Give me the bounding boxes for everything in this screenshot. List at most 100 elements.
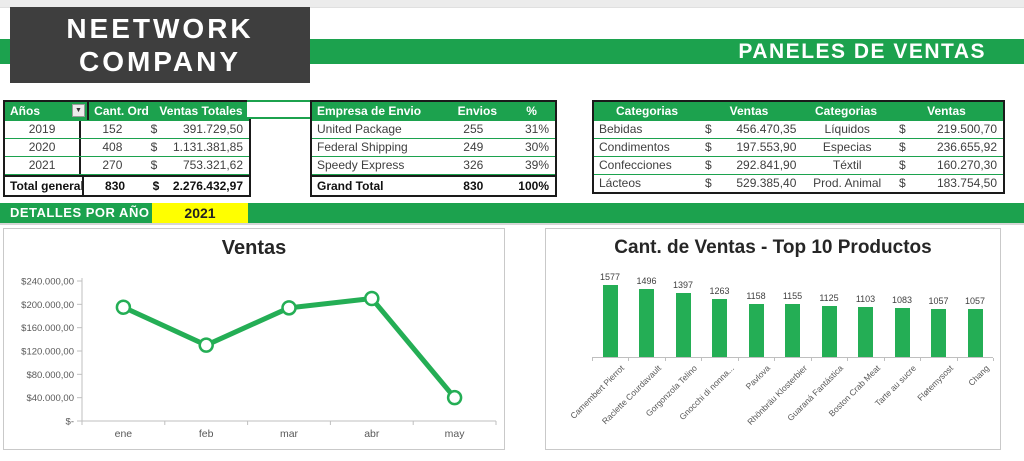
total-sales-cell: $2.276.432,97 [146,177,249,195]
pct-cell: 39% [524,158,549,172]
bar [675,293,691,357]
bar [894,308,910,357]
bar [712,299,727,357]
total-label-cell: Grand Total [317,179,384,193]
bar [858,307,873,357]
x-tick-label: feb [199,428,214,440]
currency-symbol: $ [150,158,158,172]
table-row: Lácteos $529.385,40 Prod. Animal $183.754,5… [594,175,1003,192]
years-table: Años ▼ Cant. Ord Ventas Totales 2019 152 $391.… [3,100,251,197]
y-tick-label: $120.000,00 [21,347,74,358]
company-cell: United Package [317,122,402,136]
currency-symbol: $ [704,176,712,190]
category-cell: Confecciones [599,158,672,172]
currency-symbol: $ [150,122,158,136]
category-cell: Líquidos [824,122,870,136]
line-chart-card: Ventas $240.000,00 $200.000,00 $160.000,00… [3,228,505,450]
amount: 236.655,92 [936,140,997,154]
bar-value-label: 1397 [672,280,694,290]
sales-cell: $183.754,50 [892,175,1003,192]
amount: 391.729,50 [182,122,244,136]
bar [639,289,654,357]
x-tick [883,358,885,361]
company-cell: Speedy Express [317,158,405,172]
amount: 753.321,62 [182,158,244,172]
amount: 292.841,90 [736,158,797,172]
x-axis [591,357,994,358]
amount: 456.470,35 [736,122,797,136]
bar-value-label: 1158 [746,291,766,301]
y-tick-label: $200.000,00 [21,300,74,311]
top-strip [0,0,1024,8]
logo-line1: NEETWORK [66,12,254,44]
year-cell: 2019 [5,121,82,138]
year-cell: 2021 [5,157,82,174]
table-row: 2019 152 $391.729,50 [5,121,249,139]
bar [931,309,946,357]
table-row: 2021 270 $753.321,62 [5,157,249,175]
sales-cell: $292.841,90 [698,157,802,174]
sales-cell: $197.553,90 [698,139,802,156]
sales-cell: $160.270,30 [892,157,1003,174]
y-tick-label: $240.000,00 [21,277,74,288]
table-row: 2020 408 $1.131.381,85 [5,139,249,157]
year-cell: 2020 [5,139,82,156]
line-chart-title: Ventas [221,237,287,259]
bar [748,304,764,357]
category-cell: Bebidas [599,122,643,136]
bar-chart-title: Cant. de Ventas - Top 10 Productos [614,237,932,258]
bar-value-label: 1263 [709,286,730,296]
x-tick-label: ene [115,428,133,440]
currency-symbol: $ [899,158,906,172]
shipments-cell: 326 [463,158,484,172]
category-cell: Condimentos [599,140,670,154]
x-tick [701,358,703,361]
currency-symbol: $ [899,122,906,136]
orders-cell: 270 [102,158,123,172]
x-tick-label: may [445,428,466,440]
currency-symbol: $ [704,140,712,154]
line-marker [198,337,214,353]
bar-value-label: 1496 [636,276,657,286]
x-tick [810,358,812,361]
category-cell: Especias [822,140,872,154]
x-tick [628,358,630,361]
line-marker [115,299,132,315]
bar [967,309,983,357]
bar-value-label: 1103 [855,294,876,304]
selected-year-cell[interactable]: 2021 [152,203,248,223]
total-label-cell: Total general [5,177,85,195]
total-shipments-cell: 830 [463,179,484,193]
total-pct-cell: 100% [518,179,549,193]
details-label: DETALLES POR AÑO [10,205,150,220]
x-tick [847,358,849,361]
table-row: Federal Shipping 249 30% [312,139,555,157]
y-tick-label: $80.000,00 [26,370,74,381]
category-cell: Lácteos [599,176,642,190]
currency-symbol: $ [704,122,712,136]
sales-cell: $236.655,92 [892,139,1003,156]
x-tick [956,358,958,361]
x-tick-label: abr [364,428,380,440]
total-sales-cell: $391.729,50 [144,121,249,138]
bar [785,304,800,357]
category-cell: Prod. Animal [813,176,882,190]
x-tick [774,358,776,361]
sales-cell: $456.470,35 [698,121,802,138]
years-filter-button[interactable]: ▼ [72,104,85,117]
shipping-table: Empresa de Envio Envios% United Package 255… [310,100,557,197]
y-tick-label: $40.000,00 [26,393,74,404]
table-row: Confecciones $292.841,90 Téxtil $160.270,30 [594,157,1003,175]
x-tick-label: mar [280,428,299,440]
bar [602,285,618,357]
total-row: Grand Total 830 100% [312,175,555,195]
amount: 1.131.381,85 [172,140,244,154]
y-tick-label: $160.000,00 [21,323,74,334]
y-tick-label: $- [66,417,74,428]
amount: 197.553,90 [736,140,797,154]
shipments-cell: 255 [463,122,484,136]
shipping-table-header: Empresa de Envio Envios% [312,102,555,121]
currency-symbol: $ [899,140,906,154]
bar-chart-card: Cant. de Ventas - Top 10 Productos 1577 C… [545,228,1001,450]
